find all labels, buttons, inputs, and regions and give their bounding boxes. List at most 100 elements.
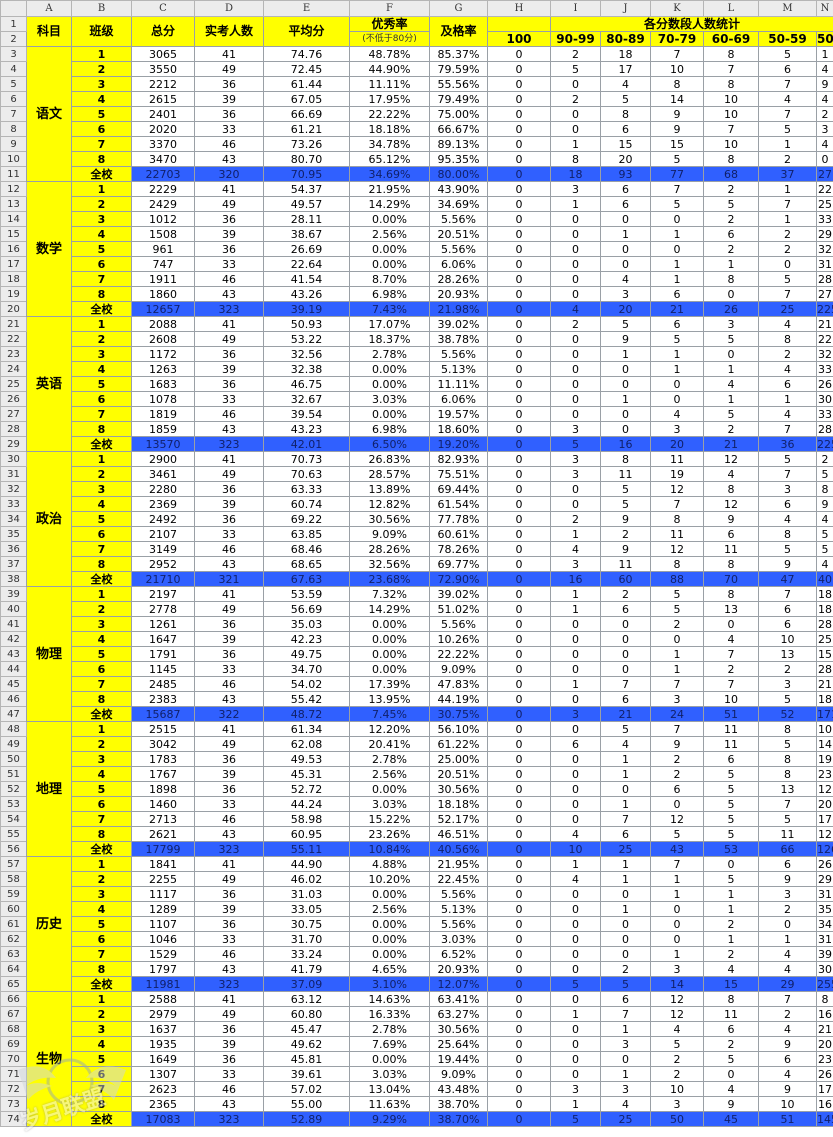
excellent-rate-cell[interactable]: 0.00% [350, 932, 430, 947]
band-count-cell[interactable]: 6 [759, 497, 817, 512]
band-count-cell[interactable]: 21 [817, 317, 833, 332]
actual-count-cell[interactable]: 36 [195, 347, 264, 362]
band-count-cell[interactable]: 6 [601, 197, 651, 212]
band-count-cell[interactable]: 1 [651, 872, 704, 887]
band-count-cell[interactable]: 0 [551, 212, 601, 227]
band-count-cell[interactable]: 1 [704, 902, 759, 917]
class-cell[interactable]: 4 [72, 767, 132, 782]
total-score-cell[interactable]: 1637 [132, 1022, 195, 1037]
average-cell[interactable]: 60.95 [264, 827, 350, 842]
band-count-cell[interactable]: 0 [551, 77, 601, 92]
band-count-cell[interactable]: 0 [488, 287, 551, 302]
band-count-cell[interactable]: 12 [817, 782, 833, 797]
band-count-cell[interactable]: 4 [759, 512, 817, 527]
band-count-cell[interactable]: 24 [651, 707, 704, 722]
band-count-cell[interactable]: 29 [817, 227, 833, 242]
row-header[interactable]: 40 [1, 602, 27, 617]
band-count-cell[interactable]: 8 [759, 332, 817, 347]
class-cell[interactable]: 7 [72, 677, 132, 692]
band-count-cell[interactable]: 6 [551, 737, 601, 752]
band-count-cell[interactable]: 4 [817, 512, 833, 527]
total-score-cell[interactable]: 747 [132, 257, 195, 272]
class-cell[interactable]: 1 [72, 452, 132, 467]
band-count-cell[interactable]: 10 [759, 632, 817, 647]
band-count-cell[interactable]: 36 [759, 437, 817, 452]
band-count-cell[interactable]: 6 [704, 1022, 759, 1037]
band-count-cell[interactable]: 13 [759, 782, 817, 797]
band-count-cell[interactable]: 1 [601, 767, 651, 782]
band-count-cell[interactable]: 0 [488, 827, 551, 842]
band-count-cell[interactable]: 0 [551, 752, 601, 767]
band-count-cell[interactable]: 5 [759, 737, 817, 752]
excellent-rate-cell[interactable]: 0.00% [350, 887, 430, 902]
band-count-cell[interactable]: 21 [817, 1022, 833, 1037]
class-cell[interactable]: 8 [72, 1097, 132, 1112]
excellent-rate-cell[interactable]: 65.12% [350, 152, 430, 167]
total-score-cell[interactable]: 1529 [132, 947, 195, 962]
total-score-cell[interactable]: 1911 [132, 272, 195, 287]
band-count-cell[interactable]: 5 [759, 452, 817, 467]
pass-rate-cell[interactable]: 72.90% [430, 572, 488, 587]
band-count-cell[interactable]: 0 [488, 887, 551, 902]
excellent-rate-cell[interactable]: 23.68% [350, 572, 430, 587]
band-count-cell[interactable]: 8 [759, 767, 817, 782]
average-cell[interactable]: 66.69 [264, 107, 350, 122]
band-count-cell[interactable]: 5 [601, 482, 651, 497]
band-count-cell[interactable]: 0 [488, 557, 551, 572]
band-count-cell[interactable]: 0 [551, 797, 601, 812]
band-count-cell[interactable]: 0 [488, 602, 551, 617]
band-count-cell[interactable]: 0 [551, 362, 601, 377]
band-count-cell[interactable]: 16 [817, 1007, 833, 1022]
row-header[interactable]: 70 [1, 1052, 27, 1067]
band-count-cell[interactable]: 5 [817, 527, 833, 542]
band-count-cell[interactable]: 0 [488, 647, 551, 662]
total-score-cell[interactable]: 1860 [132, 287, 195, 302]
band-count-cell[interactable]: 1 [601, 1022, 651, 1037]
band-count-cell[interactable]: 34 [817, 917, 833, 932]
row-header[interactable]: 33 [1, 497, 27, 512]
band-count-cell[interactable]: 15 [704, 977, 759, 992]
band-count-cell[interactable]: 0 [601, 617, 651, 632]
average-cell[interactable]: 44.90 [264, 857, 350, 872]
band-count-cell[interactable]: 26 [817, 377, 833, 392]
band-count-cell[interactable]: 25 [759, 302, 817, 317]
row-header[interactable]: 71 [1, 1067, 27, 1082]
row-header[interactable]: 50 [1, 752, 27, 767]
band-count-cell[interactable]: 0 [488, 332, 551, 347]
total-score-cell[interactable]: 2088 [132, 317, 195, 332]
band-count-cell[interactable]: 1 [651, 257, 704, 272]
total-score-cell[interactable]: 17083 [132, 1112, 195, 1127]
band-count-cell[interactable]: 1 [551, 197, 601, 212]
pass-rate-cell[interactable]: 6.06% [430, 257, 488, 272]
band-count-cell[interactable]: 15 [817, 647, 833, 662]
band-count-cell[interactable]: 0 [759, 257, 817, 272]
class-cell[interactable]: 2 [72, 332, 132, 347]
band-count-cell[interactable]: 12 [704, 452, 759, 467]
band-count-cell[interactable]: 0 [488, 692, 551, 707]
pass-rate-cell[interactable]: 79.59% [430, 62, 488, 77]
band-count-cell[interactable]: 0 [651, 632, 704, 647]
class-cell[interactable]: 3 [72, 77, 132, 92]
band-count-cell[interactable]: 12 [651, 992, 704, 1007]
score-band-header[interactable]: 90-99 [551, 32, 601, 47]
pass-rate-cell[interactable]: 5.56% [430, 617, 488, 632]
excellent-rate-cell[interactable]: 10.84% [350, 842, 430, 857]
band-count-cell[interactable]: 10 [651, 62, 704, 77]
average-cell[interactable]: 45.47 [264, 1022, 350, 1037]
average-cell[interactable]: 42.23 [264, 632, 350, 647]
band-count-cell[interactable]: 5 [759, 542, 817, 557]
band-count-cell[interactable]: 0 [488, 842, 551, 857]
total-score-cell[interactable]: 1683 [132, 377, 195, 392]
band-count-cell[interactable]: 0 [488, 722, 551, 737]
excellent-rate-cell[interactable]: 12.20% [350, 722, 430, 737]
excellent-rate-cell[interactable]: 21.95% [350, 182, 430, 197]
pass-rate-cell[interactable]: 5.56% [430, 212, 488, 227]
excellent-rate-cell[interactable]: 0.00% [350, 662, 430, 677]
band-count-cell[interactable]: 0 [488, 92, 551, 107]
band-count-cell[interactable]: 2 [704, 1037, 759, 1052]
band-count-cell[interactable]: 4 [817, 62, 833, 77]
pass-rate-cell[interactable]: 30.75% [430, 707, 488, 722]
band-count-cell[interactable]: 8 [704, 482, 759, 497]
pass-rate-cell[interactable]: 21.95% [430, 857, 488, 872]
band-count-cell[interactable]: 0 [488, 227, 551, 242]
